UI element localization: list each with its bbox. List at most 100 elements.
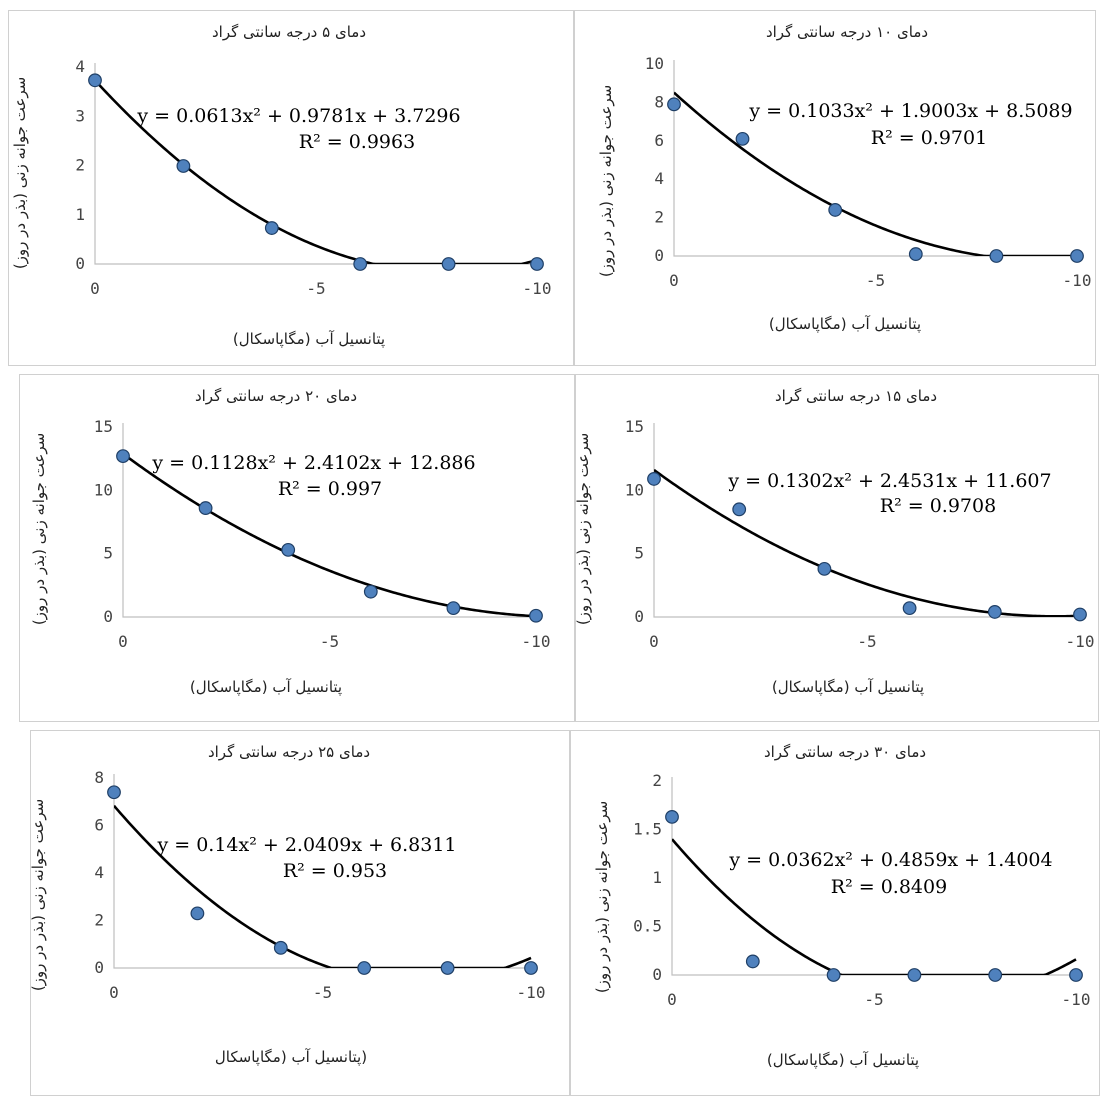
data-point xyxy=(529,608,543,623)
y-tick-label: 10 xyxy=(645,54,664,73)
x-tick-label: -10 xyxy=(523,279,552,298)
y-tick-label: 6 xyxy=(654,131,664,150)
data-point xyxy=(116,449,130,464)
x-axis-label: پتانسیل آب (مگاپاسکال) xyxy=(769,315,921,334)
data-point xyxy=(353,257,368,271)
data-point xyxy=(176,159,191,173)
x-tick-label: -5 xyxy=(313,983,332,1002)
data-point xyxy=(190,906,205,921)
chart-title: دمای ۵ درجه سانتی گراد xyxy=(212,23,366,41)
chart-title: دمای ۱۵ درجه سانتی گراد xyxy=(775,387,937,405)
x-tick-label: -10 xyxy=(1062,990,1091,1009)
data-point xyxy=(647,472,661,486)
x-tick-label: 0 xyxy=(669,271,679,290)
data-point xyxy=(273,940,288,955)
data-point xyxy=(907,968,922,982)
data-point xyxy=(107,785,121,800)
data-point xyxy=(908,247,923,261)
y-axis-label: سرعت جوانه زنی (بذر در روز) xyxy=(31,799,47,991)
data-point xyxy=(524,961,538,975)
r-squared-label: R² = 0.9701 xyxy=(871,127,987,149)
chart-svg-5c: 0 1 2 3 4 0 -5 -10 دمای ۵ درجه سانتی گراد پتانسیل… xyxy=(11,23,552,349)
x-tick-label: -10 xyxy=(517,983,546,1002)
r-squared-label: R² = 0.9963 xyxy=(299,131,415,153)
data-point xyxy=(1070,249,1084,263)
data-point xyxy=(989,249,1004,263)
y-tick-label: 1 xyxy=(652,868,662,887)
y-tick-label: 0 xyxy=(652,965,662,984)
y-tick-label: 1 xyxy=(75,205,85,224)
trendline xyxy=(672,838,1077,975)
r-squared-label: R² = 0.9708 xyxy=(880,495,996,517)
chart-panel-30c: 0 0.5 1 1.5 2 0 -5 -10 دمای ۳۰ درجه سانتی گراد پت… xyxy=(570,730,1100,1096)
chart-panel-25c: 0 2 4 6 8 0 -5 -10 دمای ۲۵ درجه سانتی گراد (پتانس… xyxy=(30,730,570,1096)
data-point xyxy=(735,131,750,146)
y-tick-label: 2 xyxy=(654,208,664,227)
data-point xyxy=(530,257,544,271)
x-tick-label: -10 xyxy=(522,632,551,651)
y-tick-label: 0 xyxy=(94,958,104,977)
r-squared-label: R² = 0.997 xyxy=(278,478,382,500)
axis-lines xyxy=(122,423,540,618)
y-tick-label: 0 xyxy=(654,246,664,265)
x-axis-label: پتانسیل آب (مگاپاسکال) xyxy=(190,678,342,697)
y-tick-label: 0 xyxy=(75,254,85,273)
chart-panel-10c: 0 2 4 6 8 10 0 -5 -10 دمای ۱۰ درجه سانتی گراد پتان… xyxy=(574,10,1096,366)
y-tick-label: 8 xyxy=(94,768,104,787)
trendline xyxy=(123,452,537,617)
x-axis-label: (پتانسیل آب (مگاپاسکال xyxy=(215,1048,367,1067)
x-axis-label: پتانسیل آب (مگاپاسکال) xyxy=(233,330,385,349)
x-tick-label: 0 xyxy=(109,983,119,1002)
x-tick-label: -5 xyxy=(857,632,876,651)
y-tick-label: 10 xyxy=(625,480,644,499)
data-point xyxy=(732,502,747,517)
y-tick-label: 2 xyxy=(75,156,85,175)
data-point xyxy=(198,501,213,515)
chart-svg-25c: 0 2 4 6 8 0 -5 -10 دمای ۲۵ درجه سانتی گراد (پتانس… xyxy=(31,743,546,1067)
x-tick-label: 0 xyxy=(90,279,100,298)
chart-svg-15c: 0 5 10 15 0 -5 -10 دمای ۱۵ درجه سانتی گراد پتانس… xyxy=(576,387,1095,697)
y-axis-label: سرعت جوانه زنی (بذر در روز) xyxy=(30,433,48,625)
trendline xyxy=(674,91,1077,256)
x-tick-label: -5 xyxy=(866,271,885,290)
x-axis-label: پتانسیل آب (مگاپاسکال) xyxy=(767,1051,919,1070)
data-point xyxy=(88,73,102,88)
chart-panel-20c: 0 5 10 15 0 -5 -10 دمای ۲۰ درجه سانتی گراد پتانس… xyxy=(19,374,575,722)
trendline-equation: y = 0.0362x² + 0.4859x + 1.4004 xyxy=(728,849,1052,871)
x-tick-label: -10 xyxy=(1063,271,1092,290)
data-point xyxy=(441,257,456,271)
data-point xyxy=(357,961,372,975)
x-tick-label: 0 xyxy=(649,632,659,651)
r-squared-label: R² = 0.8409 xyxy=(831,876,947,898)
x-tick-label: -10 xyxy=(1066,632,1095,651)
trendline xyxy=(114,804,532,968)
data-point xyxy=(440,961,455,975)
trendline xyxy=(95,79,538,264)
y-tick-label: 0 xyxy=(103,607,113,626)
y-tick-label: 5 xyxy=(103,544,113,563)
data-point xyxy=(264,221,279,235)
x-axis-label: پتانسیل آب (مگاپاسکال) xyxy=(772,678,924,697)
data-point xyxy=(745,954,760,969)
y-tick-label: 15 xyxy=(625,417,644,436)
data-point xyxy=(281,542,296,557)
chart-panel-15c: 0 5 10 15 0 -5 -10 دمای ۱۵ درجه سانتی گراد پتانس… xyxy=(575,374,1099,722)
y-tick-label: 3 xyxy=(75,106,85,125)
y-tick-label: 4 xyxy=(654,169,664,188)
y-tick-label: 1.5 xyxy=(633,820,662,839)
data-point xyxy=(817,561,832,576)
data-point xyxy=(1073,607,1087,622)
data-point xyxy=(988,968,1003,982)
x-tick-label: -5 xyxy=(864,990,883,1009)
chart-svg-10c: 0 2 4 6 8 10 0 -5 -10 دمای ۱۰ درجه سانتی گراد پتان… xyxy=(597,23,1092,334)
data-point xyxy=(826,968,841,982)
axis-lines xyxy=(673,60,1081,257)
data-point xyxy=(667,97,681,112)
y-tick-label: 2 xyxy=(652,771,662,790)
y-tick-label: 5 xyxy=(634,544,644,563)
trendline-equation: y = 0.1302x² + 2.4531x + 11.607 xyxy=(727,470,1051,492)
y-axis-label: سرعت جوانه زنی (بذر در روز) xyxy=(593,801,611,993)
y-tick-label: 0 xyxy=(634,607,644,626)
data-point xyxy=(1069,968,1083,982)
